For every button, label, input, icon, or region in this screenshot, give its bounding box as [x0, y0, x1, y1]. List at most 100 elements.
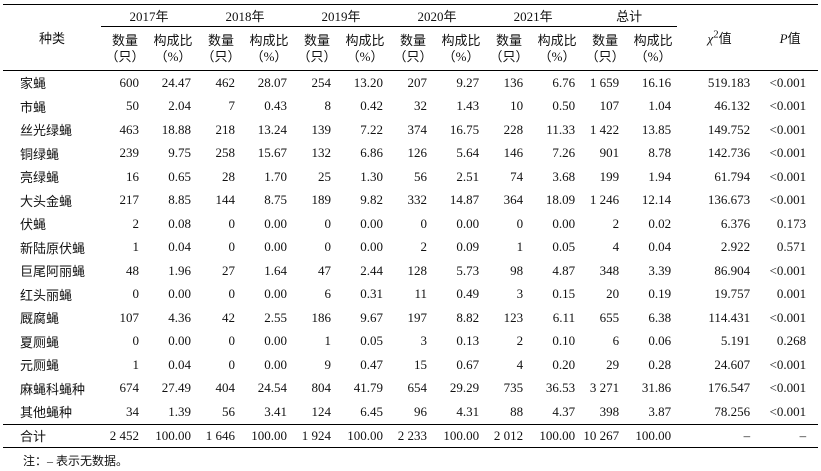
value-cell: 16.75: [449, 121, 480, 137]
value-cell: 139: [311, 121, 332, 137]
value-cell: 0.00: [168, 333, 192, 349]
value-cell: <0.001: [769, 145, 807, 161]
value-cell: 1.30: [360, 168, 384, 184]
ratio-header: 构成比 （%）: [629, 26, 678, 71]
value-cell: 1 646: [197, 423, 246, 448]
value-cell: 8.85: [168, 192, 192, 208]
count-header: 数量 （只）: [389, 26, 438, 71]
ratio-header: 构成比 （%）: [437, 26, 486, 71]
value-cell: 2.04: [168, 98, 192, 114]
value-cell: 0.04: [648, 239, 672, 255]
value-cell: 0: [228, 239, 236, 255]
value-cell: 24.54: [257, 380, 288, 396]
group-header: 2021年: [485, 4, 582, 27]
value-cell: 100.00: [149, 423, 198, 448]
value-cell: 0: [132, 286, 140, 302]
value-cell: 42: [222, 309, 236, 325]
value-cell: 13.20: [353, 74, 384, 90]
value-cell: 2.51: [456, 168, 480, 184]
value-cell: 0.05: [360, 333, 384, 349]
value-cell: 197: [407, 309, 428, 325]
value-cell: 332: [407, 192, 428, 208]
header-line: 构成比: [153, 32, 193, 48]
value-cell: 98: [510, 262, 524, 278]
value-cell: <0.001: [769, 403, 807, 419]
value-cell: 207: [407, 74, 428, 90]
value-cell: 12.14: [641, 192, 672, 208]
header-line: （%）: [250, 48, 288, 64]
value-cell: 18.09: [545, 192, 576, 208]
value-cell: 189: [311, 192, 332, 208]
value-cell: 199: [599, 168, 620, 184]
species-cell: 麻蝇科蝇种: [20, 381, 86, 397]
value-cell: 9.27: [456, 74, 480, 90]
species-cell: 市蝇: [20, 99, 47, 115]
species-cell: 亮绿蝇: [20, 170, 60, 186]
value-cell: 4.87: [552, 262, 576, 278]
value-cell: 32: [414, 98, 428, 114]
value-cell: 1 422: [589, 121, 620, 137]
table-row: 伏蝇 2 0.08 0 0.00 0 0.00 0 0.00 0 0.00 2 0.02 6.376 0.1…: [3, 212, 818, 236]
p-header: P值: [762, 4, 819, 71]
header-line: 数量: [111, 32, 138, 48]
value-cell: <0.001: [769, 192, 807, 208]
value-cell: 16: [126, 168, 139, 184]
value-cell: 6: [612, 333, 620, 349]
value-cell: 0.001: [776, 286, 807, 302]
value-cell: 0.08: [168, 215, 192, 231]
value-cell: 1.39: [168, 403, 192, 419]
value-cell: 100.00: [437, 423, 486, 448]
value-cell: 0.571: [776, 239, 807, 255]
value-cell: <0.001: [769, 309, 807, 325]
value-cell: 1.70: [264, 168, 288, 184]
count-header: 数量 （只）: [485, 26, 534, 71]
value-cell: 2: [132, 215, 140, 231]
value-cell: 239: [119, 145, 140, 161]
value-cell: 0.15: [552, 286, 576, 302]
value-cell: 0.67: [456, 356, 480, 372]
value-cell: 3: [516, 286, 524, 302]
table-row: 红头丽蝇 0 0.00 0 0.00 6 0.31 11 0.49 3 0.15 20 0.19 19.7…: [3, 283, 818, 307]
value-cell: 364: [503, 192, 524, 208]
species-cell: 丝光绿蝇: [20, 123, 73, 139]
value-cell: 1.43: [456, 98, 480, 114]
value-cell: 4.37: [552, 403, 576, 419]
chi-symbol: χ: [707, 31, 714, 46]
value-cell: 1.64: [264, 262, 288, 278]
value-cell: 28.07: [257, 74, 288, 90]
table-row: 亮绿蝇 16 0.65 28 1.70 25 1.30 56 2.51 74 3.68 199 1.94…: [3, 165, 818, 189]
value-cell: <0.001: [769, 98, 807, 114]
value-cell: 9: [324, 356, 332, 372]
header-line: 数量: [496, 32, 523, 48]
header-line: 数量: [208, 32, 235, 48]
value-cell: 0.50: [552, 98, 576, 114]
value-cell: 7.22: [360, 121, 384, 137]
value-cell: 186: [311, 309, 332, 325]
table-row: 其他蝇种 34 1.39 56 3.41 124 6.45 96 4.31 88 4.37 398 3.…: [3, 400, 818, 424]
value-cell: 258: [215, 145, 236, 161]
value-cell: 735: [503, 380, 524, 396]
value-cell: 0: [516, 215, 524, 231]
value-cell: 6.86: [360, 145, 384, 161]
value-cell: 0: [228, 215, 236, 231]
value-cell: 107: [599, 98, 620, 114]
value-cell: 6.11: [552, 309, 576, 325]
value-cell: 149.752: [707, 121, 751, 137]
value-cell: 0.268: [776, 333, 807, 349]
value-cell: 254: [311, 74, 332, 90]
table-row: 家蝇 600 24.47 462 28.07 254 13.20 207 9.27 136 6.76…: [3, 71, 818, 95]
value-cell: 0.00: [360, 215, 384, 231]
value-cell: 0.04: [168, 239, 192, 255]
value-cell: 0.43: [264, 98, 288, 114]
value-cell: –: [677, 423, 763, 448]
value-cell: 15: [414, 356, 428, 372]
header-line: 构成比: [537, 32, 577, 48]
species-cell: 厩腐蝇: [20, 311, 60, 327]
header-line: （只）: [393, 48, 433, 64]
value-cell: 0: [228, 333, 236, 349]
species-cell: 铜绿蝇: [20, 146, 60, 162]
header-line: 数量: [592, 32, 619, 48]
value-cell: 47: [318, 262, 332, 278]
header-line: （%）: [538, 48, 576, 64]
chi-suffix: 值: [718, 31, 732, 46]
